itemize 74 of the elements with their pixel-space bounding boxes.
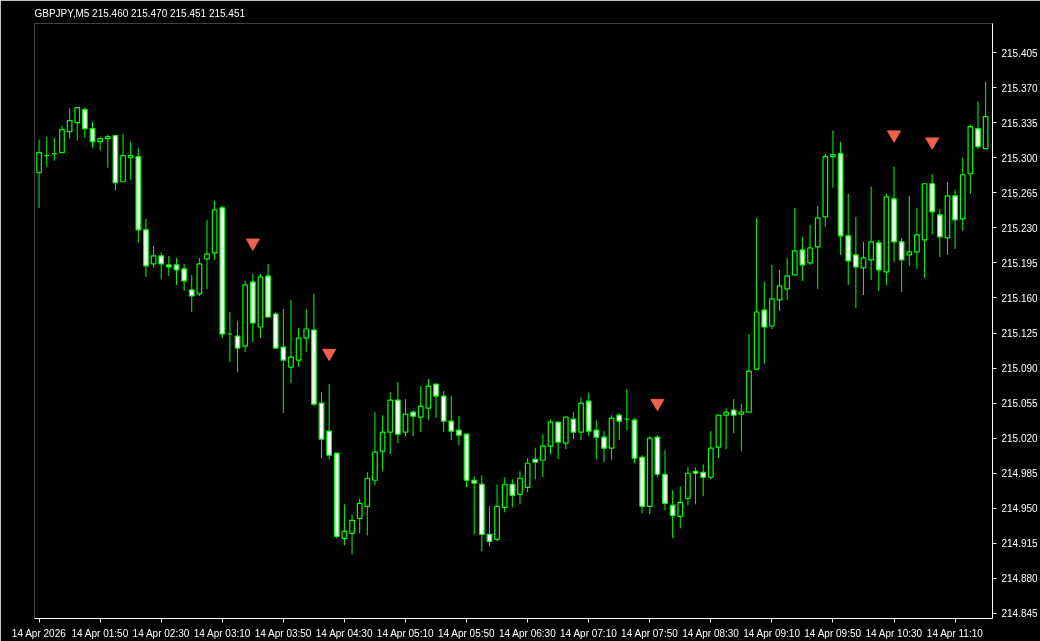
point [650, 398, 665, 412]
candlestick [410, 409, 417, 437]
candlestick [433, 383, 439, 419]
y-tick-label: 214.880 [1001, 573, 1039, 585]
x-tick-label: 14 Apr 03:50 [254, 627, 312, 639]
x-tick-label: 14 Apr 10:30 [865, 627, 923, 639]
y-tick-label: 215.055 [1001, 398, 1039, 410]
point [887, 130, 902, 143]
candlestick [807, 224, 813, 266]
candlestick [555, 421, 562, 460]
candlestick [517, 470, 523, 505]
candlestick [303, 308, 310, 353]
candlestick [456, 415, 462, 446]
y-tick-label: 215.195 [1001, 257, 1039, 269]
x-tick-label: 14 Apr 07:50 [621, 627, 679, 639]
candlestick [471, 475, 478, 535]
candlestick [830, 130, 836, 189]
candlestick [448, 395, 455, 441]
x-tick-label: 14 Apr 01:50 [71, 627, 129, 639]
candlestick [975, 101, 981, 150]
x-tick-label: 14 Apr 05:10 [376, 627, 435, 639]
candlestick [181, 263, 188, 292]
y-tick-label: 215.300 [1001, 152, 1039, 164]
candlestick [97, 136, 104, 152]
y-tick-label: 215.090 [1001, 363, 1039, 375]
point [925, 137, 940, 150]
candlestick [784, 257, 791, 301]
point [322, 348, 337, 362]
y-tick-label: 215.265 [1001, 187, 1039, 199]
y-tick-label: 215.230 [1001, 222, 1039, 234]
x-tick-label: 14 Apr 02:30 [132, 627, 190, 639]
candlestick [860, 241, 867, 296]
x-tick-label: 14 Apr 04:30 [315, 627, 373, 639]
candlestick [776, 269, 783, 312]
candlestick [295, 327, 302, 368]
candlestick [700, 463, 707, 497]
candlestick [349, 513, 355, 555]
candlestick [204, 219, 210, 290]
y-tick-label: 215.405 [1001, 47, 1039, 59]
y-tick-label: 215.160 [1001, 292, 1039, 304]
candlestick [288, 299, 294, 384]
y-tick-label: 214.845 [1001, 608, 1039, 620]
candlestick [59, 125, 65, 154]
x-tick-label: 14 Apr 09:10 [743, 627, 801, 639]
candlestick [723, 407, 729, 450]
candlestick [914, 207, 920, 270]
x-tick-label: 14 Apr 05:50 [437, 627, 496, 639]
y-tick-label: 215.125 [1001, 328, 1039, 340]
chart-title: GBPJPY,M5 215.460 215.470 215.451 215.451 [34, 7, 246, 19]
candlestick [81, 107, 88, 139]
x-tick-label: 14 Apr 08:30 [682, 627, 740, 639]
candlestick [936, 208, 943, 258]
y-tick-label: 215.020 [1001, 433, 1039, 445]
candlestick [852, 216, 859, 309]
candlestick [234, 320, 241, 373]
y-tick-label: 214.985 [1001, 468, 1039, 480]
point [245, 238, 260, 251]
candlestick [540, 433, 546, 478]
candlestick [173, 257, 180, 286]
x-tick-label: 14 Apr 11:10 [926, 627, 984, 639]
x-tick-label: 14 Apr 2026 [11, 627, 67, 639]
candlestick [165, 255, 172, 277]
candlestick [868, 186, 875, 281]
y-tick-label: 215.370 [1001, 82, 1039, 94]
y-tick-label: 214.950 [1001, 503, 1039, 515]
candlestick [532, 447, 539, 480]
x-tick-label: 14 Apr 07:10 [560, 627, 618, 639]
x-tick-label: 14 Apr 06:30 [498, 627, 557, 639]
y-tick-label: 215.335 [1001, 117, 1039, 129]
candlestick [601, 430, 607, 463]
y-tick-label: 214.915 [1001, 538, 1039, 550]
x-tick-label: 14 Apr 09:50 [804, 627, 862, 639]
x-tick-label: 14 Apr 03:10 [193, 627, 251, 639]
candlestick [379, 414, 386, 472]
